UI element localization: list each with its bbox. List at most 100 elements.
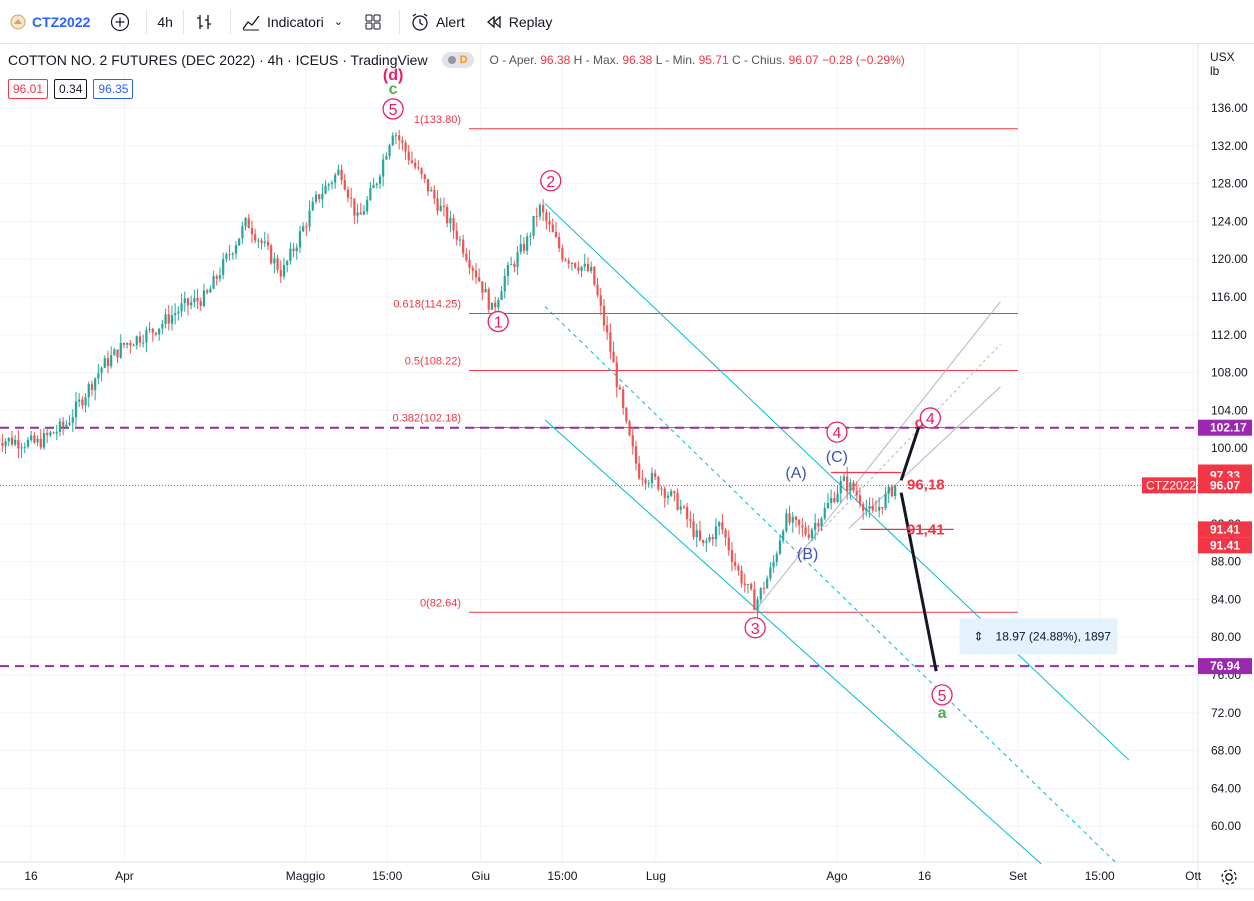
candle-body xyxy=(279,269,282,277)
measure-box xyxy=(959,618,1118,655)
indicators-button[interactable]: Indicatori ⌄ xyxy=(231,0,353,44)
candle-body xyxy=(494,302,497,308)
candle-body xyxy=(84,397,87,406)
candle-body xyxy=(558,237,561,249)
price-axis-badge-text: 102.17 xyxy=(1210,421,1247,435)
price-tick-label: 104.00 xyxy=(1211,403,1248,417)
price-axis-badge xyxy=(1198,419,1252,436)
candle-body xyxy=(148,328,151,330)
sell-price-button[interactable]: 96.01 xyxy=(8,79,49,99)
time-tick-label: Ago xyxy=(826,869,848,883)
currency-unit-selector[interactable]: USX lb xyxy=(1210,50,1235,78)
candle-body xyxy=(570,263,574,265)
candle-body xyxy=(737,565,740,571)
candle-body xyxy=(334,174,337,183)
candle-body xyxy=(100,367,103,373)
candle-body xyxy=(263,241,266,243)
candle-body xyxy=(458,239,462,241)
candle-body xyxy=(433,189,436,199)
interval-button[interactable]: 4h xyxy=(147,0,183,44)
symbol-logo-icon xyxy=(10,14,26,30)
candle-body xyxy=(596,284,599,296)
candle-body xyxy=(881,506,884,509)
candle-body xyxy=(538,205,542,217)
candle-body xyxy=(567,260,570,264)
candle-body xyxy=(78,399,81,402)
price-axis-badge xyxy=(1198,658,1252,675)
compare-button[interactable] xyxy=(100,0,146,44)
candle-body xyxy=(164,314,167,324)
candle-body xyxy=(436,198,439,211)
layouts-button[interactable] xyxy=(353,0,399,44)
candle-body xyxy=(746,584,750,586)
candle-body xyxy=(516,252,519,267)
buy-price-button[interactable]: 96.35 xyxy=(93,79,134,99)
replay-button[interactable]: Replay xyxy=(475,0,563,44)
candle-body xyxy=(634,446,638,464)
candle-body xyxy=(615,362,618,388)
currency-label: USX xyxy=(1210,50,1235,64)
candle-body xyxy=(529,235,532,237)
candle-body xyxy=(337,169,340,175)
candle-body xyxy=(506,264,510,276)
candle-body xyxy=(10,437,14,445)
candle-body xyxy=(308,210,311,227)
candle-body xyxy=(170,315,174,324)
candle-body xyxy=(839,480,842,494)
high-value: 96.38 xyxy=(622,53,653,67)
candle-body xyxy=(343,180,346,190)
candle-body xyxy=(46,433,49,436)
candle-body xyxy=(775,553,778,563)
candle-body xyxy=(369,188,372,200)
alert-button[interactable]: Alert xyxy=(400,0,475,44)
candle-body xyxy=(510,264,513,266)
symbol-axis-badge-text: CTZ2022 xyxy=(1146,478,1196,492)
candle-body xyxy=(545,212,548,222)
candle-body xyxy=(830,498,833,504)
low-value: 95.71 xyxy=(698,53,729,67)
price-tick-label: 108.00 xyxy=(1211,366,1248,380)
candle-body xyxy=(385,156,388,160)
candle-body xyxy=(455,230,458,240)
chevron-down-icon[interactable]: ⌄ xyxy=(333,16,343,28)
symbol-search[interactable]: CTZ2022 xyxy=(0,0,100,44)
candle-body xyxy=(7,437,10,442)
candle-body xyxy=(609,332,612,352)
candle-body xyxy=(817,523,820,527)
data-delay-badge[interactable]: D xyxy=(441,52,474,68)
replay-label: Replay xyxy=(508,13,553,30)
trend-channel-line xyxy=(544,203,1130,761)
candle-body xyxy=(327,184,330,186)
candle-body xyxy=(481,281,484,293)
chart-type-button[interactable] xyxy=(184,0,230,44)
candle-body xyxy=(350,197,353,199)
candle-body xyxy=(698,530,702,540)
candle-body xyxy=(503,275,506,292)
candle-body xyxy=(407,151,410,161)
candle-body xyxy=(382,159,385,177)
fib-level-label: 1(133.80) xyxy=(414,114,461,126)
candle-body xyxy=(394,135,398,137)
candle-body xyxy=(686,507,689,520)
time-tick-label: 15:00 xyxy=(1085,869,1115,883)
wave-circle xyxy=(382,98,404,120)
candle-body xyxy=(542,205,545,213)
candle-body xyxy=(871,506,874,511)
candle-body xyxy=(826,503,830,508)
change-value: −0.28 (−0.29%) xyxy=(822,53,905,67)
candle-body xyxy=(340,169,343,181)
candle-body xyxy=(890,486,894,497)
candle-body xyxy=(814,523,817,530)
trade-price-box: 96.01 0.34 96.35 xyxy=(8,79,134,99)
candle-body xyxy=(788,513,791,523)
candle-body xyxy=(721,522,724,530)
candle-body xyxy=(295,247,298,252)
candle-body xyxy=(705,541,708,543)
candle-body xyxy=(846,476,849,491)
unit-label: lb xyxy=(1210,64,1220,78)
candle-body xyxy=(478,277,481,282)
candle-body xyxy=(791,516,794,523)
candle-body xyxy=(202,290,206,306)
settings-gear-icon[interactable] xyxy=(1218,866,1240,888)
